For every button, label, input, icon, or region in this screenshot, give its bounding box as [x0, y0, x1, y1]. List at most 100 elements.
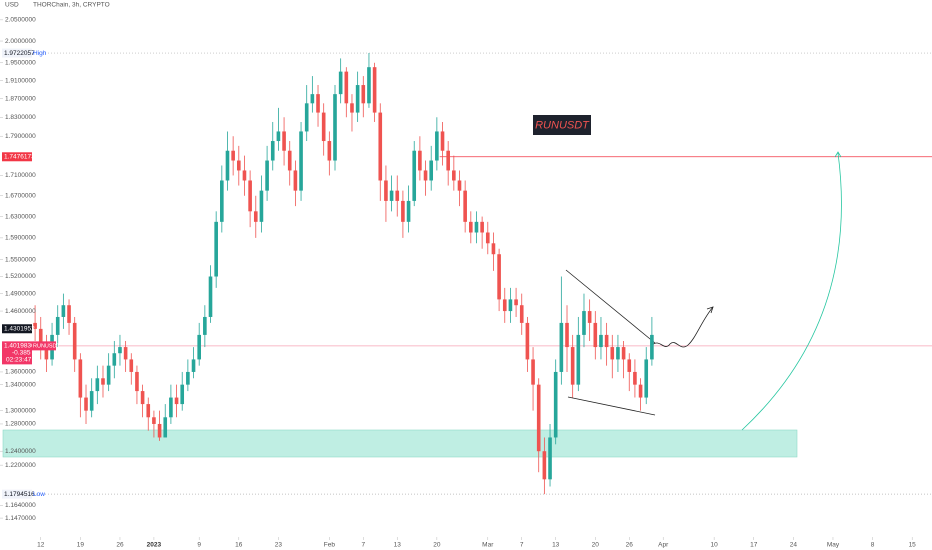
candle-body	[418, 150, 422, 171]
candle-body	[463, 190, 467, 222]
y-tick-label: 1.1640000	[5, 502, 36, 509]
candle-body	[55, 316, 60, 335]
annotation: RUNUSDT	[535, 119, 590, 131]
candle-body	[452, 170, 456, 181]
x-tick-label: Mar	[482, 542, 494, 549]
candle-body	[435, 131, 439, 161]
x-tick-label: 12	[37, 542, 45, 549]
candle-body	[333, 94, 337, 161]
y-tick-label: 2.0500000	[5, 17, 36, 24]
support-zone	[2, 429, 798, 458]
candle-body	[350, 103, 354, 113]
symbol-bg	[32, 341, 56, 351]
candle-body	[282, 131, 286, 151]
candle-body	[118, 347, 122, 354]
candle-body	[536, 384, 541, 452]
candle-body	[78, 359, 83, 398]
candle-body	[197, 334, 201, 360]
target-arrow	[834, 151, 842, 158]
candle-body	[485, 232, 490, 244]
candle-body	[423, 170, 428, 181]
candle-body	[321, 112, 326, 142]
candle-body	[519, 305, 524, 323]
y-tick-label: 1.9100000	[5, 77, 36, 84]
candle-body	[502, 299, 507, 312]
countdown: 02:23:47	[6, 357, 32, 364]
candle-body	[186, 371, 190, 385]
candle-body	[508, 299, 513, 312]
candle-body	[72, 322, 77, 360]
candle-body	[616, 347, 620, 360]
candle-body	[378, 112, 383, 181]
high-price-bg	[2, 48, 32, 58]
x-tick-label: 17	[750, 542, 758, 549]
x-tick-label: 20	[592, 542, 600, 549]
target-price-bg	[2, 152, 32, 162]
candle-body	[327, 141, 332, 161]
candle-body	[67, 305, 71, 323]
candle-body	[163, 417, 168, 438]
y-tick-label: 1.5500000	[5, 256, 36, 263]
last-price: 1.4019830	[4, 343, 35, 350]
x-tick-label: 26	[626, 542, 634, 549]
y-tick-label: 1.3000000	[5, 407, 36, 414]
candle-body	[570, 347, 575, 385]
candle-body	[112, 353, 117, 366]
candle-body	[146, 404, 151, 418]
candle-body	[214, 221, 218, 277]
annotation-box	[533, 115, 591, 135]
candle-body	[276, 131, 281, 142]
candle-body	[610, 347, 615, 360]
y-tick-label: 1.4600000	[5, 308, 36, 315]
cursor-price: 1.4301952	[4, 325, 35, 332]
x-tick-label: 26	[116, 542, 124, 549]
y-tick-label: 1.3600000	[5, 369, 36, 376]
candle-body	[638, 384, 643, 398]
candle-body	[84, 397, 88, 411]
candle-body	[338, 71, 343, 95]
y-tick-label: 1.9500000	[5, 59, 36, 66]
chart-title: THORChain, 3h, CRYPTO	[33, 2, 110, 9]
candle-body	[361, 85, 366, 104]
symbol: RUNUSDT	[33, 343, 61, 349]
x-tick-label: May	[827, 542, 840, 549]
x-tick-label: 10	[711, 542, 719, 549]
candle-body	[208, 276, 213, 317]
x-tick-label: Feb	[324, 542, 336, 549]
candle-body	[582, 311, 586, 335]
candle-body	[191, 359, 196, 372]
candle-body	[446, 150, 450, 171]
candle-body	[548, 437, 552, 480]
y-tick-label: 1.8700000	[5, 95, 36, 102]
candle-body	[270, 141, 275, 161]
low-price-bg	[2, 489, 32, 499]
candle-body	[514, 299, 518, 306]
candle-body	[89, 391, 94, 411]
candle-body	[316, 94, 320, 113]
candle-body	[367, 67, 371, 104]
candle-body	[565, 322, 569, 348]
high-label: High	[33, 50, 47, 57]
candle-body	[531, 359, 535, 385]
candle-body	[384, 180, 388, 201]
candle-body	[559, 322, 564, 372]
y-tick-label: 1.8300000	[5, 114, 36, 121]
candle-body	[633, 371, 637, 385]
y-tick-label: 1.5900000	[5, 235, 36, 242]
x-tick-label: 20	[433, 542, 441, 549]
candle-body	[355, 85, 360, 113]
x-tick-label: Apr	[658, 542, 669, 549]
x-tick-label: 23	[275, 542, 283, 549]
candle-body	[542, 451, 547, 480]
candle-body	[253, 211, 258, 222]
candle-body	[627, 359, 632, 372]
candle-body	[525, 322, 530, 360]
y-tick-label: 1.3400000	[5, 381, 36, 388]
last-change: -0.385	[12, 350, 31, 357]
candle-body	[123, 347, 128, 360]
candle-body	[401, 200, 405, 222]
candle-body	[395, 190, 400, 201]
cursor-price-bg	[2, 324, 32, 334]
y-tick-label: 1.7100000	[5, 172, 36, 179]
candle-body	[644, 359, 649, 398]
